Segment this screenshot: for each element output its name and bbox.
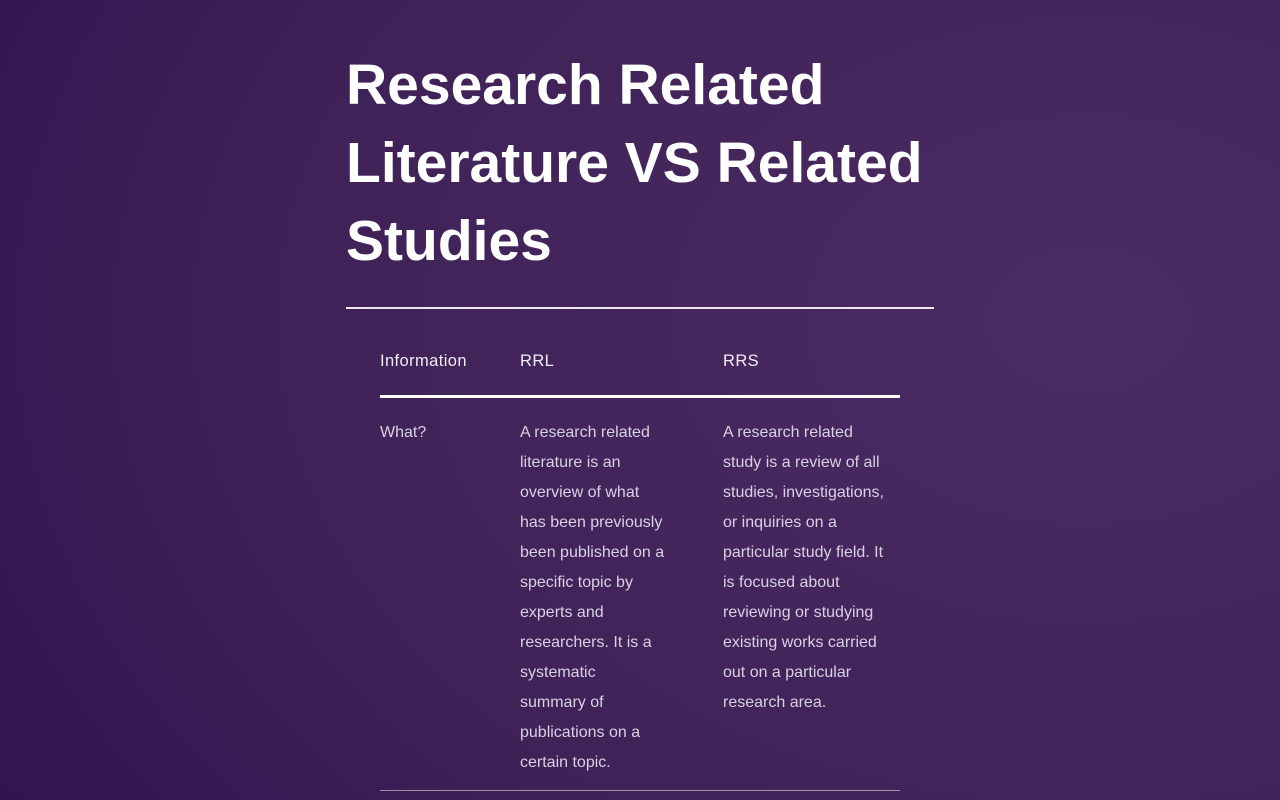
column-header-rrs: RRS — [723, 352, 760, 370]
row-label-what: What? — [380, 424, 427, 441]
rrs-definition-cell: A research related study is a review of … — [723, 424, 884, 711]
slide-content: Research Related Literature VS Related S… — [346, 0, 934, 791]
rrl-definition-cell: A research related literature is an over… — [520, 424, 665, 771]
column-header-rrl: RRL — [520, 352, 555, 370]
table-header-row: Information RRL RRS — [380, 349, 900, 373]
table-row: What? A research related literature is a… — [380, 418, 900, 778]
column-header-information: Information — [380, 352, 467, 370]
title-divider — [346, 307, 934, 309]
comparison-table: Information RRL RRS What? A research rel… — [380, 349, 900, 791]
header-divider — [380, 395, 900, 398]
page-title: Research Related Literature VS Related S… — [346, 53, 923, 273]
row-divider — [380, 790, 900, 791]
